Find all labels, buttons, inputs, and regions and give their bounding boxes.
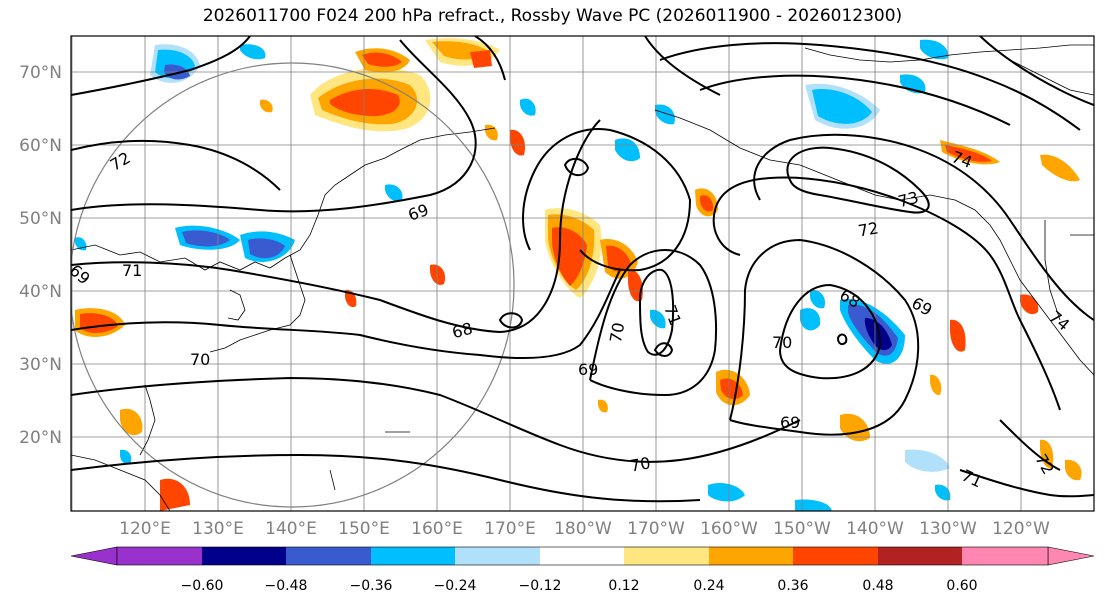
lon-label: 170°W: [627, 519, 685, 539]
contour-label: 70: [772, 333, 792, 352]
contour-label: 71: [122, 261, 142, 280]
lat-label: 60°N: [19, 136, 62, 156]
lon-label: 140°W: [846, 519, 904, 539]
lat-label: 50°N: [19, 209, 62, 229]
lat-label: 20°N: [19, 428, 62, 448]
colorbar-bin: [962, 547, 1048, 565]
contour-label: 70: [629, 453, 652, 475]
colorbar-bin: [455, 547, 540, 565]
colorbar-bin: [371, 547, 455, 565]
lon-label: 150°W: [773, 519, 831, 539]
colorbar: [71, 547, 1094, 565]
colorbar-tick-label: 0.60: [946, 578, 977, 594]
colorbar-under-extend: [71, 547, 117, 565]
colorbar-tick-labels: −0.60 −0.48 −0.36 −0.24 −0.12 0.12 0.24 …: [181, 578, 978, 594]
lon-label: 120°E: [119, 519, 171, 539]
contour-label: 69: [780, 413, 800, 432]
colorbar-tick-label: 0.36: [777, 578, 808, 594]
colorbar-bin: [624, 547, 709, 565]
colorbar-bin: [202, 547, 286, 565]
colorbar-tick-label: 0.12: [608, 578, 639, 594]
colorbar-tick-label: −0.36: [350, 578, 393, 594]
contour-label: 70: [190, 350, 210, 369]
colorbar-over-extend: [1048, 547, 1094, 565]
longitude-labels: 120°E 130°E 140°E 150°E 160°E 170°E 180°…: [119, 519, 1050, 539]
colorbar-tick-label: 0.48: [862, 578, 893, 594]
colorbar-tick-label: −0.48: [265, 578, 308, 594]
lon-label: 150°E: [338, 519, 390, 539]
latitude-labels: 70°N 60°N 50°N 40°N 30°N 20°N: [19, 63, 62, 448]
colorbar-bin: [286, 547, 371, 565]
lon-label: 140°E: [265, 519, 317, 539]
lon-label: 130°E: [192, 519, 244, 539]
lon-label: 120°W: [992, 519, 1050, 539]
colorbar-tick-label: −0.12: [519, 578, 562, 594]
lat-label: 30°N: [19, 355, 62, 375]
lon-label: 170°E: [484, 519, 536, 539]
lon-label: 160°W: [700, 519, 758, 539]
colorbar-bin: [709, 547, 793, 565]
colorbar-bin: [540, 547, 624, 565]
colorbar-tick-label: −0.24: [434, 578, 477, 594]
lat-label: 70°N: [19, 63, 62, 83]
lat-label: 40°N: [19, 282, 62, 302]
lon-label: 180°W: [554, 519, 612, 539]
contour-label: 72: [857, 218, 880, 240]
colorbar-bin: [793, 547, 878, 565]
colorbar-bin: [117, 547, 202, 565]
lon-label: 160°E: [411, 519, 463, 539]
lon-label: 130°W: [919, 519, 977, 539]
colorbar-tick-label: −0.60: [181, 578, 224, 594]
colorbar-tick-label: 0.24: [693, 578, 724, 594]
contour-label: 69: [578, 360, 598, 379]
map-area: 72 71 70 69 68 70 69 71 70 69 68 69 70 6…: [66, 36, 1094, 511]
colorbar-bin: [878, 547, 962, 565]
contour-label: 70: [606, 321, 628, 344]
